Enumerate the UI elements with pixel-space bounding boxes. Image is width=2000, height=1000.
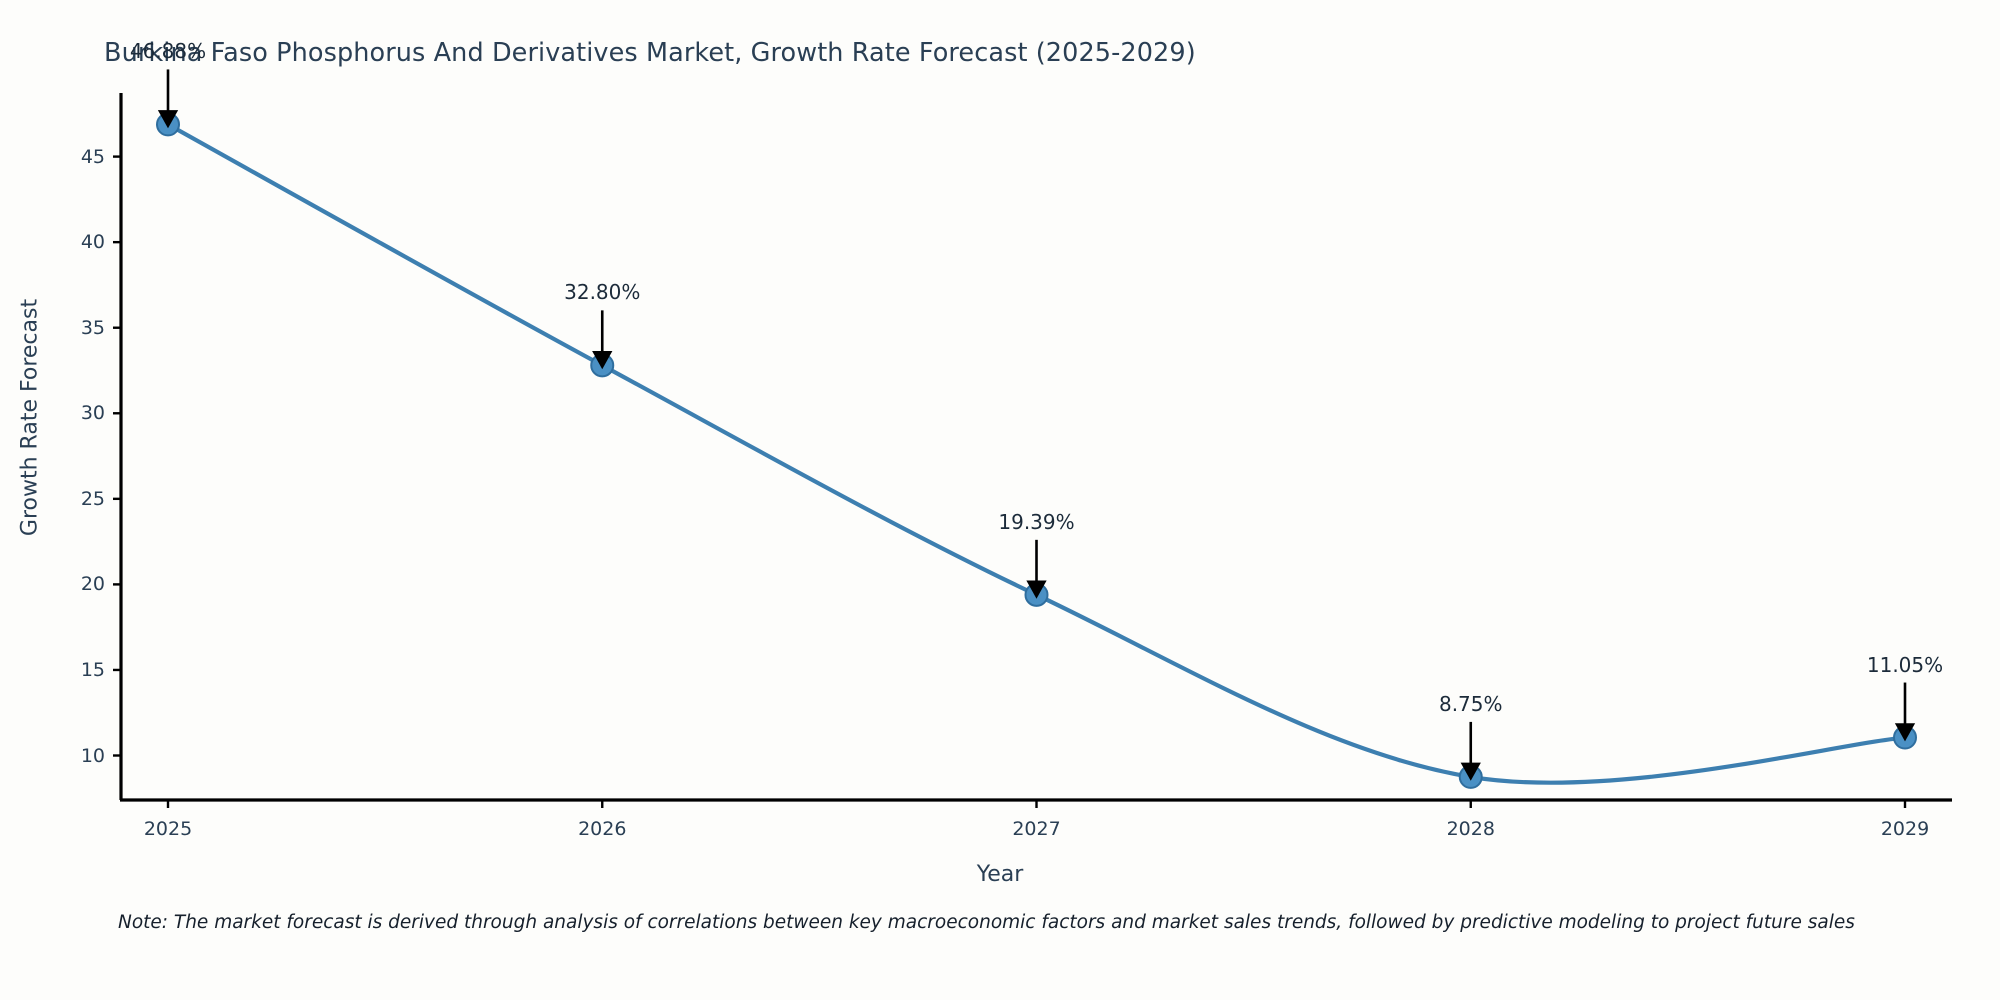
x-tick-label: 2028 bbox=[1446, 818, 1495, 840]
y-axis-label: Growth Rate Forecast bbox=[17, 298, 43, 537]
x-tick-label: 2029 bbox=[1880, 818, 1930, 840]
chart-title: Burkina Faso Phosphorus And Derivatives … bbox=[104, 38, 1196, 68]
x-tick-label: 2026 bbox=[578, 818, 627, 840]
data-point-label: 8.75% bbox=[1438, 691, 1503, 716]
y-tick-label: 15 bbox=[80, 658, 105, 681]
y-tick-label: 30 bbox=[80, 402, 105, 425]
data-series-line bbox=[165, 122, 1908, 785]
y-tick-label: 20 bbox=[80, 573, 105, 596]
y-tick-label: 45 bbox=[80, 145, 105, 168]
y-tick-label: 25 bbox=[80, 487, 105, 510]
data-point-label: 19.39% bbox=[998, 509, 1075, 534]
x-tick-label: 2025 bbox=[143, 818, 193, 840]
data-point-label: 46.88% bbox=[129, 39, 207, 64]
data-point-label: 32.80% bbox=[564, 280, 641, 305]
footnote-text: Note: The market forecast is derived thr… bbox=[118, 912, 1855, 933]
y-tick-label: 40 bbox=[80, 231, 105, 254]
annotation-arrows bbox=[157, 69, 1916, 781]
x-axis-label: Year bbox=[976, 862, 1024, 887]
y-tick-label: 35 bbox=[80, 316, 105, 339]
data-point-label: 11.05% bbox=[1866, 652, 1944, 677]
data-point-markers bbox=[156, 112, 1917, 789]
y-tick-label: 10 bbox=[80, 744, 105, 767]
x-tick-label: 2027 bbox=[1012, 818, 1061, 840]
axis-spines bbox=[119, 93, 1952, 802]
axis-tick-marks bbox=[113, 155, 1907, 808]
